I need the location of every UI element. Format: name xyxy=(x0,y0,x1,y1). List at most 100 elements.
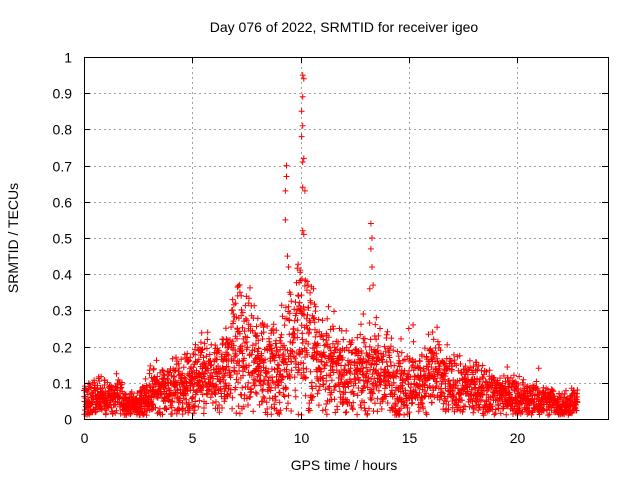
data-point xyxy=(180,364,187,371)
data-point xyxy=(417,358,423,365)
data-point xyxy=(171,374,178,380)
data-point xyxy=(480,375,487,382)
data-point xyxy=(446,377,453,384)
data-point xyxy=(373,336,380,343)
data-point xyxy=(421,345,428,352)
data-point xyxy=(147,362,154,369)
data-point xyxy=(282,216,289,223)
data-point xyxy=(255,337,262,344)
data-point xyxy=(246,362,252,369)
data-point xyxy=(405,325,412,332)
data-point xyxy=(164,376,171,383)
data-point xyxy=(201,405,207,411)
x-tick-label: 10 xyxy=(294,430,310,446)
data-point xyxy=(185,409,192,416)
data-point xyxy=(316,383,323,390)
data-point xyxy=(356,376,363,383)
x-tick-label: 20 xyxy=(510,430,526,446)
data-point xyxy=(236,281,243,288)
data-point xyxy=(299,72,306,79)
data-point xyxy=(351,390,357,397)
data-point xyxy=(263,399,270,406)
data-point xyxy=(182,375,189,382)
data-point xyxy=(99,385,106,392)
data-point xyxy=(181,374,188,381)
data-point xyxy=(288,348,295,354)
data-point xyxy=(272,397,279,404)
data-point xyxy=(270,321,277,328)
data-point xyxy=(331,349,338,356)
data-point xyxy=(327,326,334,333)
data-point xyxy=(368,389,375,396)
y-tick-label: 0.9 xyxy=(53,86,73,102)
data-point xyxy=(328,377,335,384)
data-point xyxy=(470,371,476,378)
data-point xyxy=(288,408,295,414)
data-point xyxy=(437,347,444,354)
data-point xyxy=(299,340,306,346)
data-point xyxy=(471,406,477,412)
data-point xyxy=(234,292,241,299)
data-point xyxy=(330,353,337,360)
axis-ticks: 00.10.20.30.40.50.60.70.80.910 5 10 15 20 xyxy=(53,50,608,446)
data-point xyxy=(459,397,466,404)
data-point xyxy=(197,347,204,354)
data-point xyxy=(216,409,223,416)
data-point xyxy=(235,403,242,410)
data-point xyxy=(307,368,314,375)
data-point xyxy=(248,351,255,358)
data-point xyxy=(338,376,345,383)
data-point xyxy=(378,406,385,412)
data-point xyxy=(272,384,279,391)
data-point xyxy=(561,391,568,397)
data-point xyxy=(179,370,186,377)
data-point xyxy=(301,282,308,289)
data-point xyxy=(311,301,318,308)
data-point xyxy=(235,282,242,289)
data-point xyxy=(241,328,248,335)
data-point xyxy=(414,395,421,401)
data-point xyxy=(357,402,364,408)
data-point xyxy=(84,391,91,398)
data-point xyxy=(292,387,299,394)
data-point xyxy=(264,405,271,412)
data-point xyxy=(282,304,289,311)
data-point xyxy=(303,322,310,329)
data-point xyxy=(511,372,517,379)
data-point xyxy=(229,307,236,313)
data-point xyxy=(316,328,323,335)
data-point xyxy=(273,327,280,334)
data-point xyxy=(416,376,423,383)
data-point xyxy=(369,264,375,270)
data-point xyxy=(306,407,313,414)
data-point xyxy=(208,361,215,368)
data-point xyxy=(283,368,290,375)
y-tick-label: 0.2 xyxy=(53,340,73,356)
data-point xyxy=(299,93,306,100)
data-point xyxy=(271,366,278,373)
data-point xyxy=(299,227,306,234)
data-point xyxy=(372,321,379,328)
data-point xyxy=(270,330,277,336)
grid-layer xyxy=(84,57,608,419)
data-point xyxy=(260,329,267,336)
data-point xyxy=(420,404,427,410)
data-point xyxy=(519,409,526,416)
data-point xyxy=(117,410,124,417)
data-point xyxy=(233,352,239,359)
data-point xyxy=(479,362,486,369)
data-point xyxy=(250,408,257,415)
data-point xyxy=(404,405,411,411)
data-point xyxy=(179,411,186,418)
data-point xyxy=(533,378,540,385)
data-point xyxy=(283,385,290,392)
data-point xyxy=(295,293,302,300)
x-tick-label: 15 xyxy=(402,430,418,446)
data-point xyxy=(302,374,309,381)
data-point xyxy=(267,342,274,349)
data-point xyxy=(299,122,306,129)
data-point xyxy=(285,303,292,310)
data-point xyxy=(396,411,403,418)
data-point xyxy=(377,372,384,379)
data-point xyxy=(298,133,305,140)
